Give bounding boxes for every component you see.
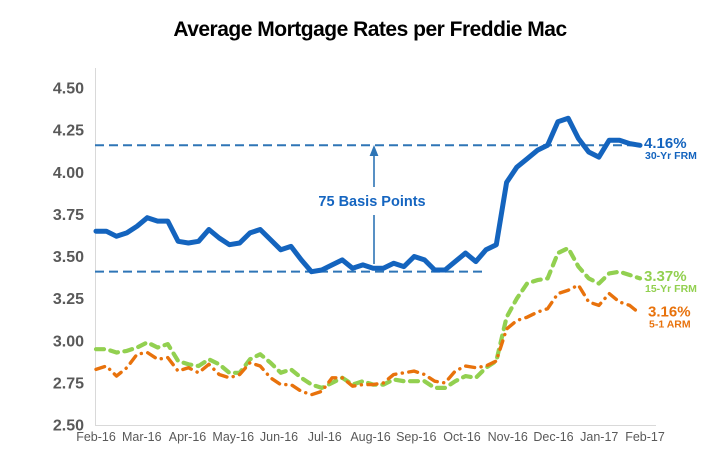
y-tick-label: 4.25 — [53, 123, 84, 140]
x-tick-label: Jun-16 — [260, 430, 298, 444]
x-tick-label: Jul-16 — [308, 430, 342, 444]
y-tick-label: 4.00 — [53, 165, 84, 182]
x-tick-label: Nov-16 — [488, 430, 528, 444]
series-end-value-label: 3.37% — [644, 268, 687, 285]
y-tick-label: 3.75 — [53, 207, 84, 224]
x-tick-label: Feb-17 — [625, 430, 665, 444]
x-tick-label: Apr-16 — [169, 430, 207, 444]
x-tick-label: Aug-16 — [350, 430, 390, 444]
y-tick-label: 3.00 — [53, 333, 84, 350]
x-tick-label: May-16 — [212, 430, 254, 444]
series-name-label: 5-1 ARM — [649, 318, 691, 330]
arrow-head-icon — [369, 145, 379, 156]
y-tick-label: 2.50 — [53, 418, 84, 435]
x-tick-label: Jan-17 — [580, 430, 618, 444]
series-end-value-label: 3.16% — [648, 303, 691, 320]
series-end-value-label: 4.16% — [644, 135, 687, 152]
basis-points-annotation: 75 Basis Points — [318, 194, 425, 210]
y-tick-label: 3.50 — [53, 249, 84, 266]
series-line-30-yr-frm — [93, 115, 643, 275]
series-line-5-1-arm — [94, 283, 642, 397]
y-tick-label: 4.50 — [53, 81, 84, 98]
series-name-label: 15-Yr FRM — [645, 283, 697, 295]
x-tick-label: Dec-16 — [533, 430, 573, 444]
x-tick-label: Oct-16 — [443, 430, 481, 444]
y-tick-label: 3.25 — [53, 291, 84, 308]
y-tick-label: 2.75 — [53, 375, 84, 392]
x-tick-label: Sep-16 — [396, 430, 436, 444]
chart-title: Average Mortgage Rates per Freddie Mac — [173, 18, 567, 41]
x-tick-label: Feb-16 — [76, 430, 116, 444]
series-name-label: 30-Yr FRM — [645, 150, 697, 162]
x-tick-label: Mar-16 — [122, 430, 162, 444]
